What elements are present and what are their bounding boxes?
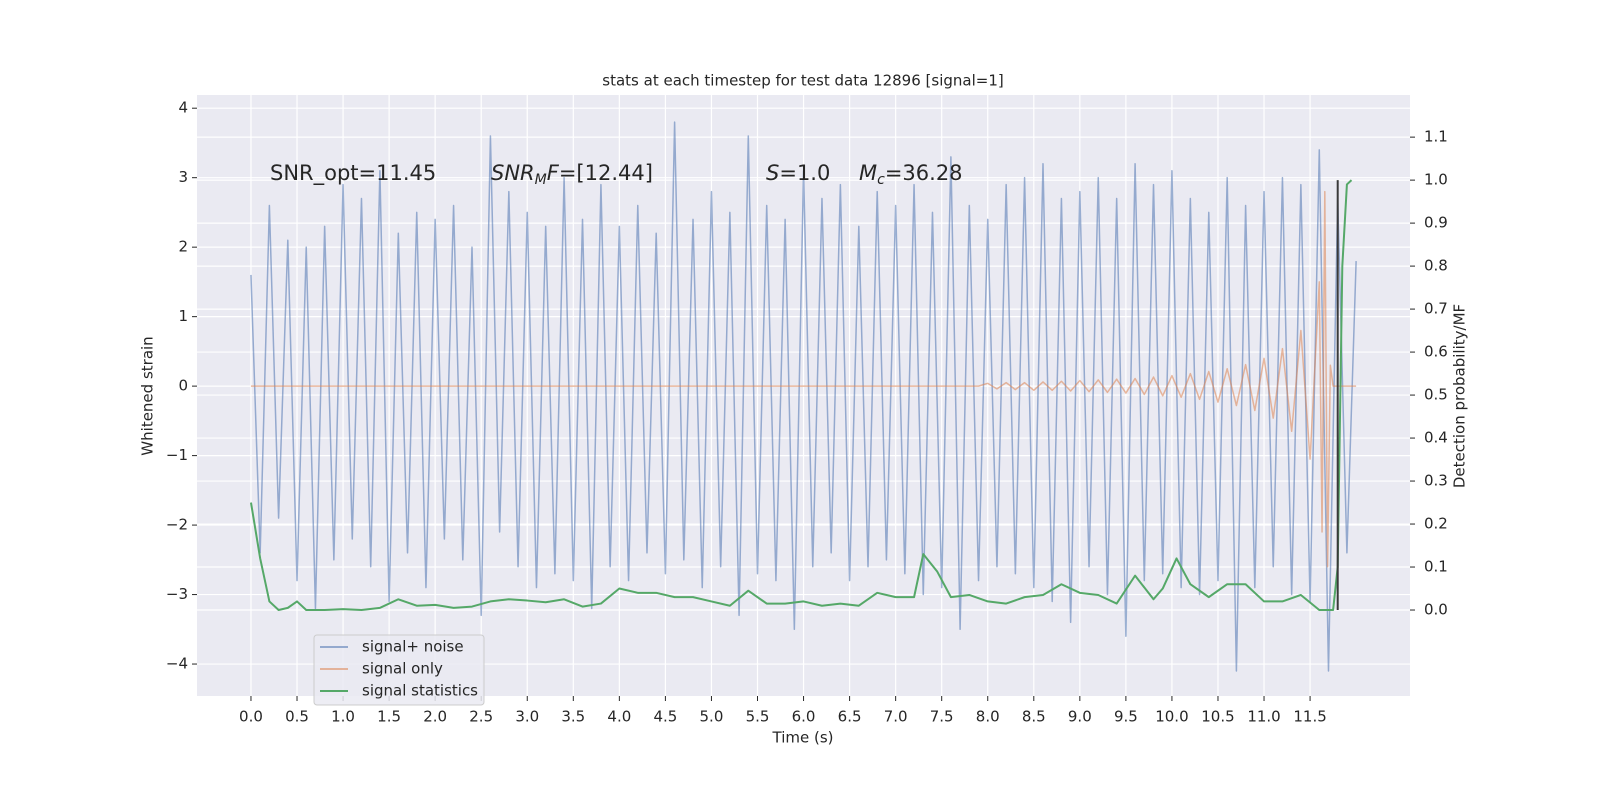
- x-tick-label: 10.5: [1201, 708, 1234, 726]
- y2-tick-label: 0.8: [1424, 257, 1448, 275]
- annotation-text: M: [859, 161, 877, 185]
- annotation: Mc=36.28: [859, 161, 963, 188]
- annotation: SNR_opt=11.45: [270, 161, 436, 186]
- annotation: S=1.0: [766, 161, 830, 185]
- y2-tick-label: 0.1: [1424, 558, 1448, 576]
- x-tick-label: 5.0: [700, 708, 724, 726]
- x-tick-label: 7.5: [930, 708, 954, 726]
- x-tick-label: 9.0: [1068, 708, 1092, 726]
- annotation-text: SNR_opt=11.45: [270, 161, 436, 186]
- x-tick-label: 0.0: [239, 708, 263, 726]
- y-tick-label: 1: [178, 307, 188, 325]
- x-tick-label: 8.5: [1022, 708, 1046, 726]
- y2-tick-label: 0.7: [1424, 300, 1448, 318]
- x-axis-label: Time (s): [772, 729, 834, 747]
- series-line: [250, 121, 1357, 672]
- y2-tick-label: 0.3: [1424, 472, 1448, 490]
- y2-tick-label: 0.4: [1424, 429, 1448, 447]
- x-tick-label: 0.5: [285, 708, 309, 726]
- series-line: [250, 190, 1357, 568]
- y-tick-label: 0: [178, 377, 188, 395]
- y2-tick-label: 1.1: [1424, 128, 1448, 146]
- annotation-text: =[12.44]: [559, 161, 653, 185]
- legend-label: signal only: [362, 660, 443, 678]
- y2-tick-label: 0.9: [1424, 214, 1448, 232]
- x-tick-label: 4.5: [653, 708, 677, 726]
- annotation-text: F: [547, 161, 560, 185]
- x-tick-label: 4.0: [607, 708, 631, 726]
- chart-title: stats at each timestep for test data 128…: [602, 72, 1003, 90]
- y-tick-label: −3: [166, 585, 188, 603]
- annotation: SNRMF=[12.44]: [491, 161, 653, 188]
- y2-axis-label: Detection probability/MF: [1451, 304, 1469, 488]
- series-line: [249, 179, 1353, 612]
- x-tick-label: 1.5: [377, 708, 401, 726]
- x-tick-label: 11.5: [1293, 708, 1326, 726]
- y-tick-label: −1: [166, 446, 188, 464]
- legend-box: [313, 634, 485, 706]
- annotation-text: S: [766, 161, 779, 185]
- marks: [249, 121, 1357, 672]
- x-tick-label: 2.5: [469, 708, 493, 726]
- y-tick-label: 4: [178, 99, 188, 117]
- y2-tick-label: 1.0: [1424, 171, 1448, 189]
- y2-tick-label: 0.6: [1424, 343, 1448, 361]
- x-tick-label: 7.0: [884, 708, 908, 726]
- y-tick-label: −4: [166, 655, 188, 673]
- x-tick-label: 5.5: [746, 708, 770, 726]
- y-tick-label: −2: [166, 516, 188, 534]
- legend-label: signal+ noise: [362, 638, 464, 656]
- legend: signal+ noise signal only signal statistic…: [313, 634, 485, 706]
- legend-label: signal statistics: [362, 682, 478, 700]
- x-tick-label: 9.5: [1114, 708, 1138, 726]
- x-tick-label: 6.5: [838, 708, 862, 726]
- x-tick-label: 8.0: [976, 708, 1000, 726]
- y2-tick-label: 0.0: [1424, 601, 1448, 619]
- y-axis-label: Whitened strain: [139, 336, 157, 455]
- x-tick-label: 3.0: [515, 708, 539, 726]
- annotation-subscript: M: [535, 172, 547, 188]
- annotation-subscript: c: [877, 172, 885, 188]
- x-tick-label: 11.0: [1247, 708, 1280, 726]
- x-tick-label: 2.0: [423, 708, 447, 726]
- annotation-text: =36.28: [885, 161, 963, 185]
- annotation-text: =1.0: [779, 161, 830, 185]
- y-tick-label: 2: [178, 238, 188, 256]
- x-tick-label: 3.5: [561, 708, 585, 726]
- x-tick-label: 10.0: [1155, 708, 1188, 726]
- x-tick-label: 1.0: [331, 708, 355, 726]
- annotation-text: SNR: [491, 161, 535, 185]
- y2-tick-label: 0.2: [1424, 515, 1448, 533]
- y-tick-label: 3: [178, 168, 188, 186]
- y2-tick-label: 0.5: [1424, 386, 1448, 404]
- x-tick-label: 6.0: [792, 708, 816, 726]
